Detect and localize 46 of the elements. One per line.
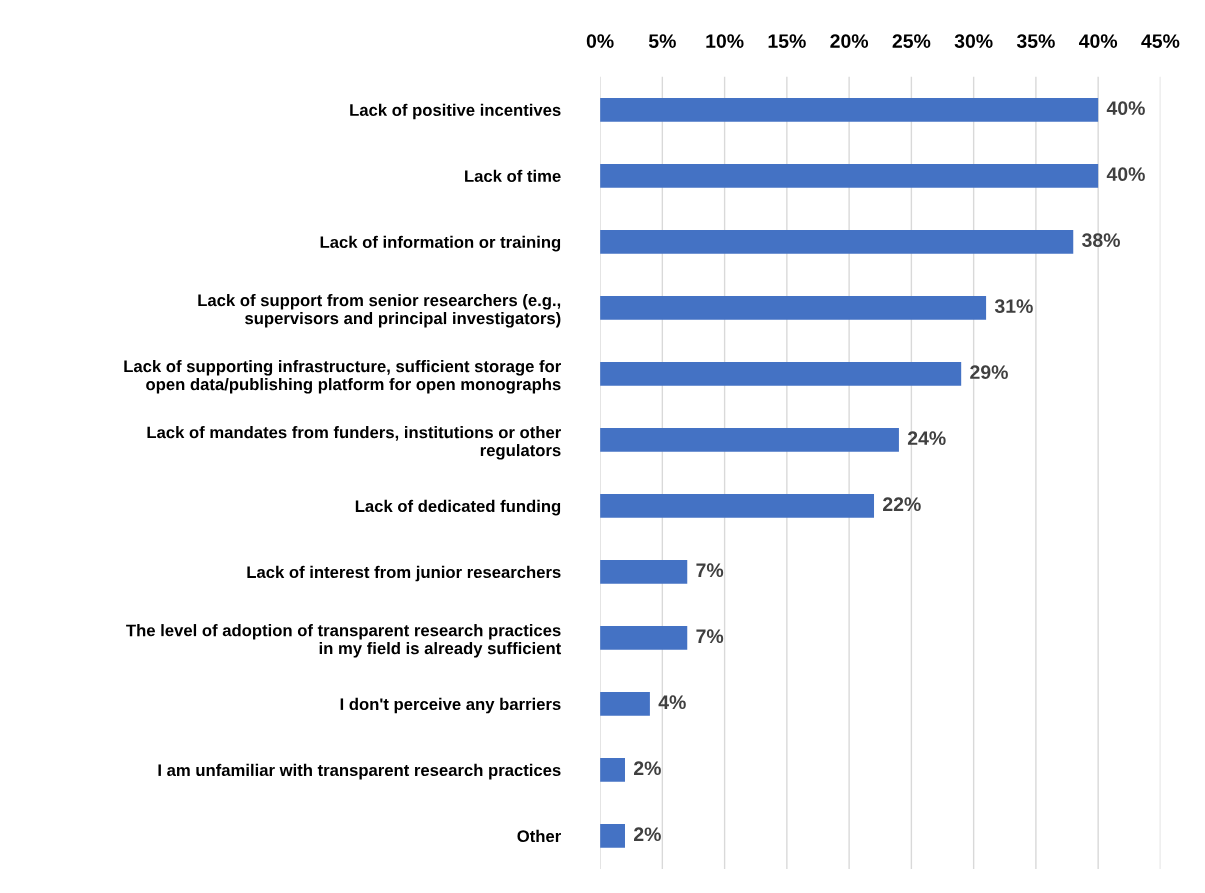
x-tick-label: 40% bbox=[1078, 34, 1118, 48]
x-tick-label: 20% bbox=[830, 34, 869, 48]
data-label: 4% bbox=[658, 695, 686, 710]
y-tick-label: The level of adoption of transparent research practices in my field is already sufficient bbox=[126, 624, 562, 658]
x-tick-label: 0% bbox=[586, 34, 614, 48]
x-tick-label: 30% bbox=[954, 34, 993, 48]
y-tick-label: Lack of dedicated funding bbox=[355, 499, 561, 516]
x-tick-label: 5% bbox=[648, 34, 676, 48]
y-tick-label: Other bbox=[517, 829, 561, 843]
x-tick-label: 45% bbox=[1141, 34, 1180, 48]
y-tick-label: Lack of positive incentives bbox=[350, 103, 561, 120]
data-label: 31% bbox=[994, 299, 1033, 314]
x-tick-label: 35% bbox=[1016, 34, 1055, 48]
y-tick-label: I don't perceive any barriers bbox=[340, 697, 561, 714]
x-tick-label: 25% bbox=[892, 34, 931, 48]
bar bbox=[600, 427, 899, 452]
x-tick-label: 15% bbox=[768, 34, 806, 48]
data-label: 2% bbox=[634, 761, 661, 776]
y-tick-label: Lack of interest from junior researchers bbox=[247, 565, 561, 582]
x-tick-label: 10% bbox=[706, 34, 744, 48]
data-label: 7% bbox=[696, 629, 724, 644]
data-label: 2% bbox=[634, 827, 661, 842]
bar bbox=[600, 559, 688, 584]
bar bbox=[600, 295, 987, 320]
data-label: 40% bbox=[1106, 167, 1145, 182]
bar bbox=[600, 758, 625, 782]
bar bbox=[600, 229, 1074, 254]
bar bbox=[600, 361, 962, 386]
y-tick-label: Lack of information or training bbox=[320, 235, 561, 252]
bar bbox=[600, 97, 1099, 122]
bar bbox=[600, 163, 1099, 188]
y-tick-label: I am unfamiliar with transparent research practices bbox=[158, 763, 561, 780]
y-tick-label: Lack of support from senior researchers (e.g., supervisors and principal investigators) bbox=[198, 293, 561, 328]
data-label: 29% bbox=[970, 365, 1008, 380]
y-tick-label: Lack of mandates from funders, institutions or other regulators bbox=[147, 426, 561, 460]
bar bbox=[600, 493, 875, 518]
bar bbox=[600, 625, 688, 650]
data-label: 40% bbox=[1106, 101, 1145, 116]
data-label: 7% bbox=[696, 563, 724, 578]
data-label: 38% bbox=[1082, 233, 1120, 248]
y-tick-label: Lack of time bbox=[465, 169, 561, 183]
bar bbox=[600, 691, 650, 716]
data-label: 24% bbox=[907, 431, 946, 446]
y-tick-label: Lack of supporting infrastructure, sufficient storage for open data/publishing platform for open monographs bbox=[124, 359, 561, 394]
data-label: 22% bbox=[883, 497, 921, 512]
bar bbox=[600, 824, 625, 848]
